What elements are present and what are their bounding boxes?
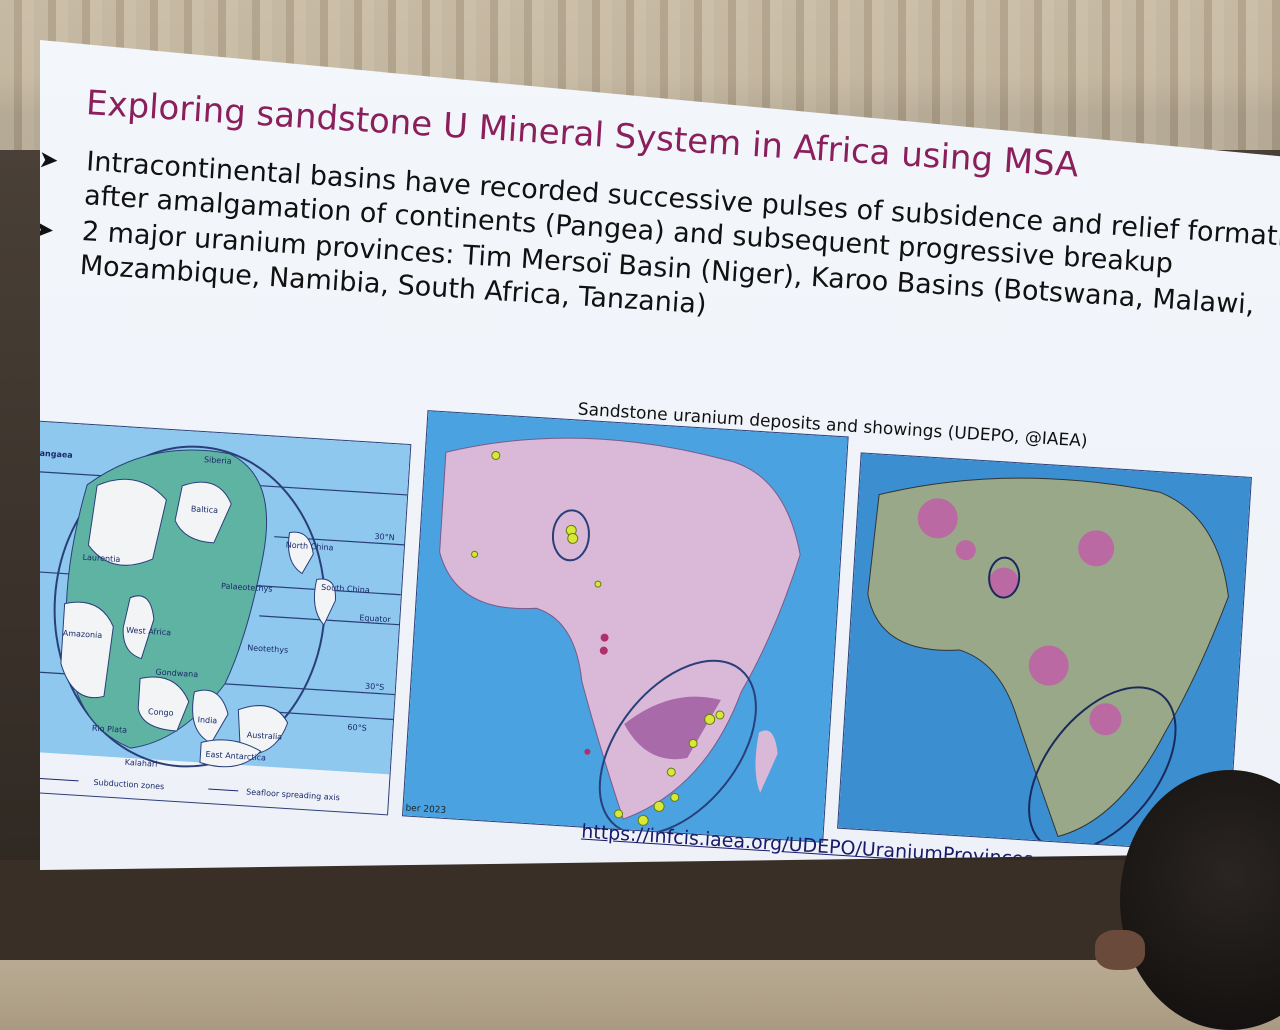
label-pangaea: Pangaea xyxy=(34,448,73,459)
spreading-legend-line xyxy=(208,788,239,792)
label-amazonia: Amazonia xyxy=(63,629,103,640)
label-australia: Australia xyxy=(246,730,282,741)
label-west-africa: West Africa xyxy=(126,626,172,638)
deposit-markers xyxy=(471,450,725,826)
label-india: India xyxy=(197,715,217,725)
label-kalahari: Kalahari xyxy=(125,758,158,769)
label-baltica: Baltica xyxy=(191,504,219,515)
label-siberia: Siberia xyxy=(204,455,232,466)
karoo-outline xyxy=(598,659,757,836)
label-neotethys: Neotethys xyxy=(247,643,288,655)
room-floor xyxy=(0,860,1280,960)
label-30s: 30°S xyxy=(365,682,385,692)
arrowhead-bullet-icon: ➤ xyxy=(33,215,56,245)
label-east-antarctica: East Antarctica xyxy=(205,750,266,763)
deposit-map: ber 2023 xyxy=(401,410,849,843)
pangaea-map: Pangaea Siberia Baltica Laurentia North … xyxy=(34,420,412,816)
label-rio-plata: Rio Plata xyxy=(92,724,128,735)
label-60s: 60°S xyxy=(347,723,367,733)
projected-slide: Exploring sandstone U Mineral System in … xyxy=(40,40,1280,870)
label-gondwana: Gondwana xyxy=(155,668,198,680)
arrowhead-bullet-icon: ➤ xyxy=(37,145,60,175)
label-south-china: South China xyxy=(321,583,370,595)
label-equator: Equator xyxy=(359,613,392,624)
label-laurentia: Laurentia xyxy=(82,553,120,564)
map-date: ber 2023 xyxy=(405,803,446,816)
legend-subduction: Subduction zones xyxy=(93,778,164,791)
label-30n: 30°N xyxy=(374,532,395,542)
label-congo: Congo xyxy=(148,707,174,718)
geology-map xyxy=(837,452,1252,854)
subduction-legend-line xyxy=(40,777,79,782)
label-palaeotethys: Palaeotethys xyxy=(221,581,273,593)
label-north-china: North China xyxy=(285,540,333,552)
legend-spreading: Seafloor spreading axis xyxy=(246,787,340,802)
tim-mersoi-outline xyxy=(551,509,590,562)
laurentia-shape xyxy=(87,478,167,566)
audience-hand xyxy=(1095,930,1145,970)
